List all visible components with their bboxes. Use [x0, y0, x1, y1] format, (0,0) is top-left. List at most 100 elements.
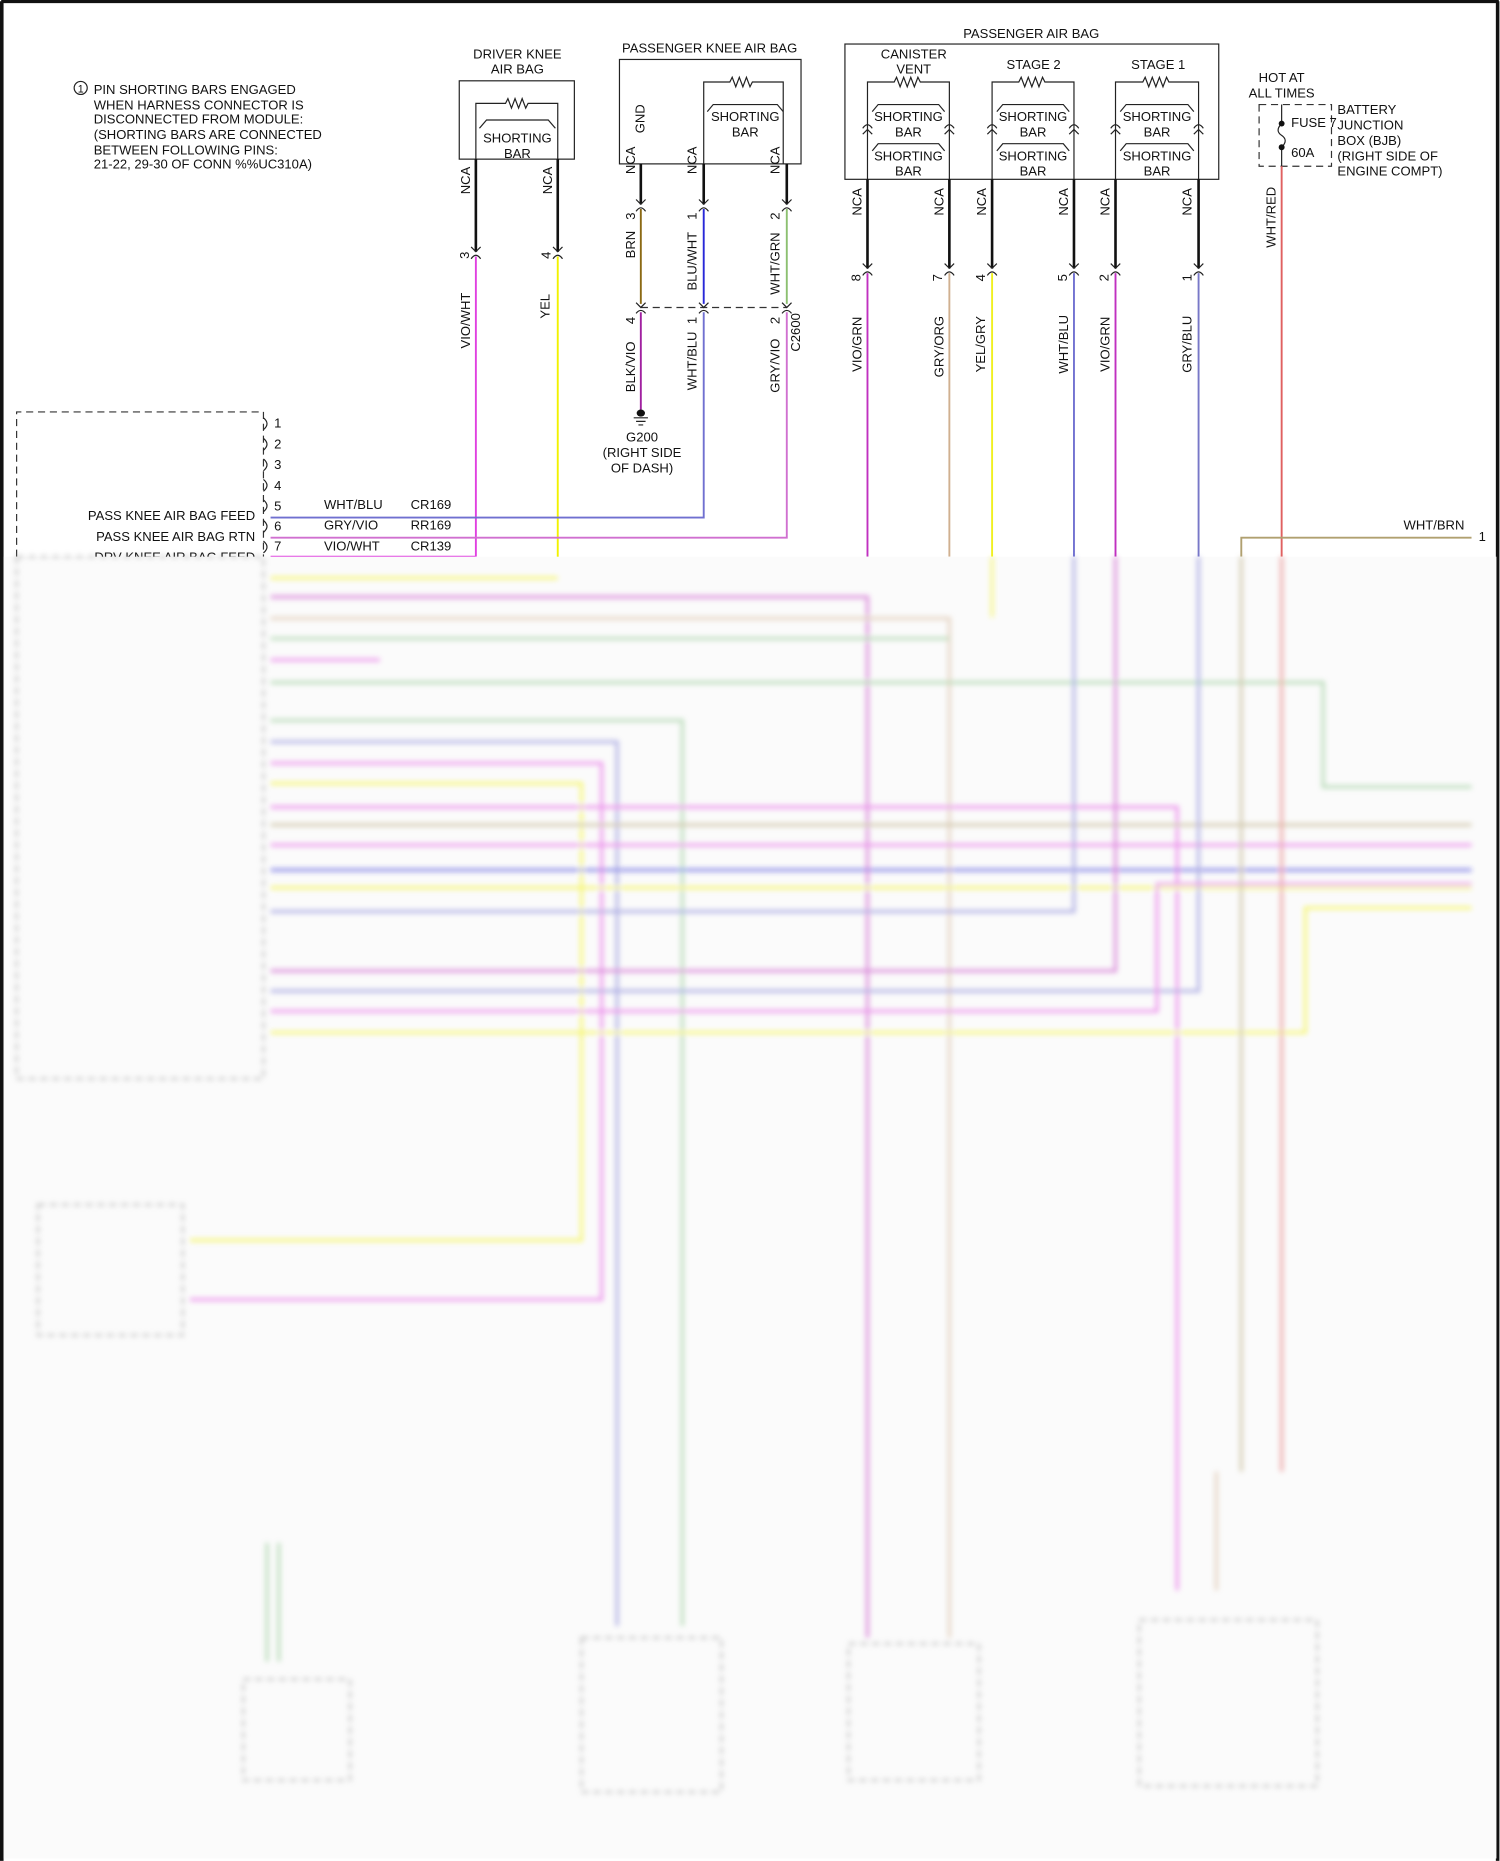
label: ALL TIMES — [1249, 85, 1315, 100]
blurred-region — [3, 556, 1497, 1859]
connector-icon — [470, 246, 563, 260]
label: NCA — [685, 146, 700, 174]
section-label: STAGE 2 — [1007, 57, 1061, 72]
pin-number: 4 — [539, 252, 554, 259]
pin-function-label: PASS KNEE AIR BAG RTN — [96, 529, 255, 544]
wire-label: BLU/WHT — [685, 232, 700, 291]
wire-label: WHT/BLU — [685, 332, 700, 391]
wire-gry-vio — [270, 312, 788, 539]
label: BAR — [1144, 125, 1171, 140]
label: BATTERY — [1337, 102, 1396, 117]
component-title: PASSENGER AIR BAG — [963, 26, 1099, 41]
restraints-control-module: 1 2 3 4 5 6 7 PASS KNEE AIR BAG FEED PAS… — [16, 411, 476, 564]
blurred-wire — [270, 718, 684, 1626]
label: SHORTING — [999, 109, 1068, 124]
label: NCA — [623, 146, 638, 174]
label: BAR — [1020, 164, 1047, 179]
note-marker-icon — [73, 80, 88, 96]
pin-number: 2 — [1096, 274, 1111, 281]
blurred-wiring — [15, 555, 1472, 1794]
label: NCA — [1056, 188, 1071, 216]
section-label: STAGE 1 — [1131, 57, 1185, 72]
label: BAR — [504, 146, 531, 161]
component-box — [458, 80, 575, 160]
pin-terminal-icon — [263, 458, 268, 472]
wire-label: BRN — [623, 231, 638, 259]
connector-icon — [862, 263, 1204, 276]
wire-label: WHT/RED — [1264, 187, 1279, 248]
ground-label: (RIGHT SIDE — [603, 445, 682, 460]
label: HOT AT — [1259, 70, 1305, 85]
pin-number: 4 — [623, 317, 638, 324]
wire-label: WHT/GRN — [768, 232, 783, 294]
label: SHORTING — [1123, 148, 1192, 163]
wire-label: GRY/ORG — [931, 316, 946, 377]
pin-number: 3 — [457, 252, 472, 259]
blurred-wire — [270, 740, 619, 1626]
blurred-component — [1138, 1618, 1319, 1788]
wire-color: VIO/WHT — [324, 539, 380, 554]
circuit-id: CR139 — [411, 539, 452, 554]
pin-number: 2 — [274, 437, 281, 452]
connector-icon — [1110, 124, 1204, 135]
label: BAR — [895, 164, 922, 179]
label: NCA — [974, 188, 989, 216]
shorting-bar-icon — [706, 103, 784, 113]
blurred-component — [847, 1642, 981, 1782]
note-line: PIN SHORTING BARS ENGAGED — [94, 82, 296, 97]
blurred-wire — [270, 906, 1472, 1035]
pin-function-label: PASS KNEE AIR BAG FEED — [88, 508, 255, 523]
pin-number: 5 — [1055, 274, 1070, 281]
label: SHORTING — [874, 109, 943, 124]
label: GND — [632, 104, 647, 133]
shorting-bar-note: 1 PIN SHORTING BARS ENGAGED WHEN HARNESS… — [73, 80, 322, 172]
passenger-air-bag: PASSENGER AIR BAG CANISTER VENT STAGE 2 … — [844, 26, 1220, 557]
wire-nca — [639, 163, 789, 205]
note-marker: 1 — [78, 84, 84, 96]
label: BAR — [1020, 125, 1047, 140]
passenger-knee-air-bag: PASSENGER KNEE AIR BAG GND SHORTING BAR … — [270, 40, 803, 539]
pin-number: 6 — [274, 519, 281, 534]
wire-color: WHT/BLU — [324, 497, 383, 512]
pin-number: 2 — [768, 317, 783, 324]
junction-box-outline — [1258, 103, 1333, 167]
pin-number: 1 — [1479, 529, 1486, 544]
label: NCA — [931, 188, 946, 216]
note-line: 21-22, 29-30 OF CONN %%UC310A) — [94, 157, 312, 172]
blurred-component — [15, 555, 265, 1081]
wire-label: GRY/BLU — [1179, 316, 1194, 373]
label: BAR — [1144, 164, 1171, 179]
label: NCA — [1179, 188, 1194, 216]
wire-nca — [474, 159, 560, 252]
label: SHORTING — [483, 131, 552, 146]
blurred-wire — [270, 556, 1201, 993]
fuse-label: FUSE 7 — [1291, 115, 1337, 130]
label: SHORTING — [874, 148, 943, 163]
connector-label: C2600 — [788, 313, 803, 351]
pin-number: 4 — [274, 478, 281, 493]
blurred-component — [242, 1678, 352, 1782]
blurred-wire — [270, 556, 1117, 973]
pin-number: 7 — [274, 539, 281, 554]
pin-number: 1 — [1179, 274, 1194, 281]
note-line: BETWEEN FOLLOWING PINS: — [94, 142, 278, 157]
resistor-icon — [991, 75, 1075, 180]
resistor-icon — [475, 96, 559, 160]
label: (RIGHT SIDE OF — [1337, 148, 1438, 163]
ground-icon — [633, 409, 648, 426]
pin-number: 1 — [274, 415, 281, 430]
wht-brn-feed: WHT/BRN 1 — [1240, 517, 1486, 557]
driver-knee-air-bag: DRIVER KNEE AIR BAG SHORTING BAR NCA NCA… — [457, 46, 575, 579]
label: NCA — [1098, 188, 1113, 216]
label: NCA — [458, 166, 473, 194]
wire-wht-blu — [270, 312, 705, 519]
wire-wht-brn — [1240, 536, 1472, 557]
pin-terminal-icon — [263, 540, 268, 554]
wire-label: WHT/BRN — [1404, 517, 1465, 532]
label: BOX (BJB) — [1337, 133, 1401, 148]
pin-terminal-icon — [263, 520, 268, 533]
pin-number: 3 — [274, 457, 281, 472]
battery-junction-box: HOT AT ALL TIMES FUSE 7 60A BATTERY JUNC… — [1249, 70, 1443, 557]
wire-label: VIO/WHT — [458, 293, 473, 349]
